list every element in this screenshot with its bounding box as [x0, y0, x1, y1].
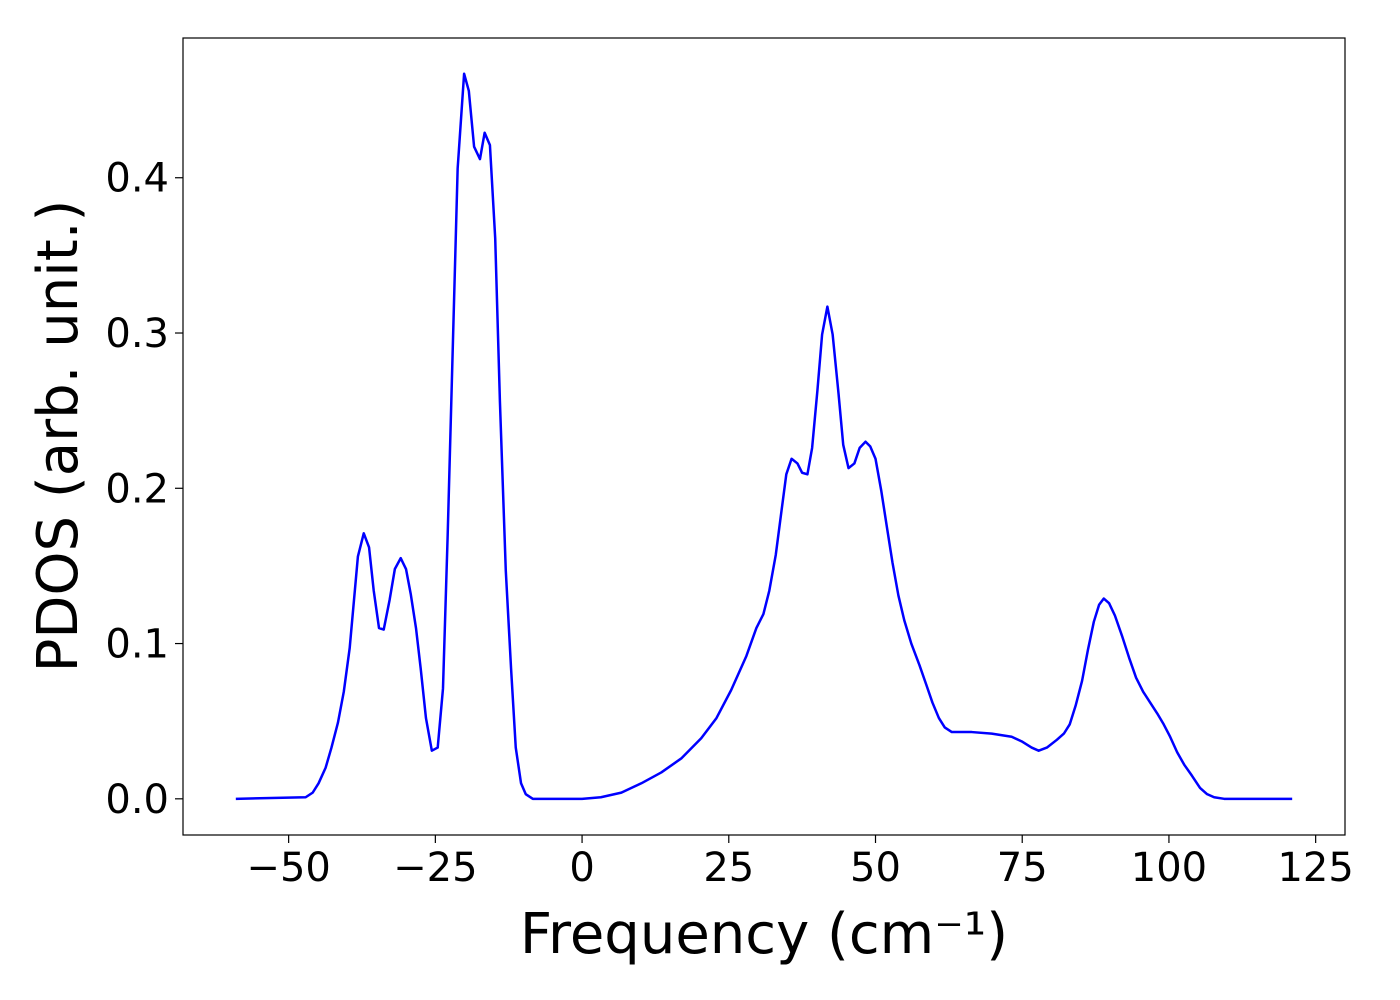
y-tick-label: 0.1: [105, 622, 169, 668]
x-tick-label: 100: [1131, 845, 1207, 891]
x-axis-label: Frequency (cm⁻¹): [520, 902, 1008, 967]
pdos-line: [235, 72, 1293, 801]
x-tick-label: −50: [246, 845, 330, 891]
x-tick-label: 75: [997, 845, 1048, 891]
y-tick-label: 0.2: [105, 466, 169, 512]
x-tick-label: 0: [569, 845, 594, 891]
plot-frame: [182, 37, 1346, 836]
y-tick-label: 0.4: [105, 156, 169, 202]
y-tick-label: 0.3: [105, 311, 169, 357]
y-axis-label: PDOS (arb. unit.): [26, 200, 91, 673]
y-tick-label: 0.0: [105, 777, 169, 823]
x-tick-label: 125: [1277, 845, 1353, 891]
x-tick-label: 50: [850, 845, 901, 891]
x-tick-label: −25: [393, 845, 477, 891]
x-tick-label: 25: [703, 845, 754, 891]
